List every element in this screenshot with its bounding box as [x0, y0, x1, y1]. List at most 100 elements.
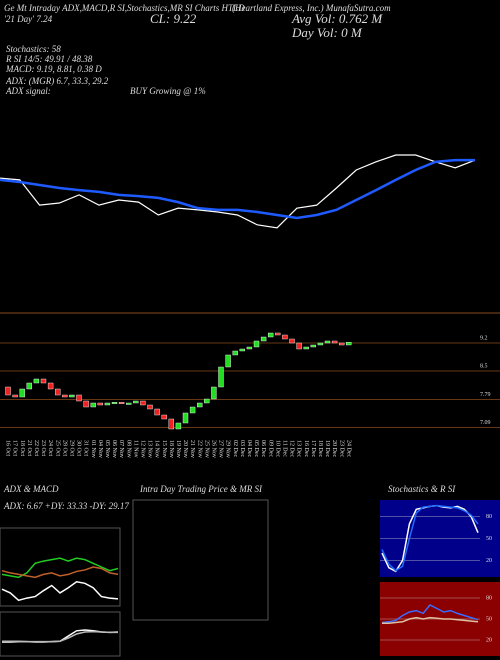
company: (Heartland Express, Inc.) MunafaSutra.co…: [232, 3, 391, 13]
candle: [268, 332, 274, 338]
close: CL: 9.22: [150, 11, 197, 26]
candle: [189, 406, 196, 414]
candle: [196, 402, 203, 408]
candle: [324, 340, 331, 344]
candle: [218, 366, 224, 388]
candle: [331, 340, 338, 344]
stat: BUY Growing @ 1%: [130, 86, 206, 96]
candle: [55, 388, 61, 396]
candle: [204, 398, 210, 404]
candle: [147, 404, 153, 410]
x-tick-label: 28 Oct: [61, 440, 67, 456]
x-tick-label: 04 Nov: [97, 440, 103, 458]
candle: [282, 334, 288, 340]
x-tick-label: 30 Oct: [76, 440, 82, 456]
x-tick-label: 17 Oct: [12, 440, 18, 456]
x-tick-label: 25 Nov: [203, 440, 209, 458]
candle: [111, 402, 118, 404]
x-tick-label: 24 Dec: [345, 440, 351, 457]
x-tick-label: 09 Dec: [267, 440, 273, 457]
candle: [239, 348, 246, 352]
candle: [303, 346, 309, 350]
x-tick-label: 29 Nov: [225, 440, 231, 458]
x-tick-label: 27 Nov: [218, 440, 224, 458]
x-tick-label: 13 Dec: [296, 440, 302, 457]
x-tick-label: 16 Dec: [303, 440, 309, 457]
candle: [275, 332, 281, 336]
x-tick-label: 20 Nov: [182, 440, 188, 458]
avg-vol: Avg Vol: 0.762 M: [291, 11, 383, 26]
y-tick-label: 80: [486, 595, 492, 601]
x-tick-label: 15 Nov: [161, 440, 167, 458]
title: Ge Mt Intraday ADX,MACD,R SI,Stochastics…: [4, 3, 245, 13]
x-tick-label: 21 Nov: [189, 440, 195, 458]
candle: [62, 394, 68, 398]
x-tick-label: 05 Dec: [253, 440, 259, 457]
x-tick-label: 18 Oct: [19, 440, 25, 456]
x-tick-label: 29 Oct: [69, 440, 75, 456]
x-tick-label: 24 Oct: [47, 440, 53, 456]
candle: [40, 378, 47, 384]
candle: [296, 342, 302, 350]
x-tick-label: 23 Dec: [338, 440, 344, 457]
x-tick-label: 08 Nov: [125, 440, 131, 458]
candle: [76, 394, 82, 402]
x-tick-label: 31 Oct: [83, 440, 89, 456]
series-line: [2, 630, 118, 643]
ma-label: '21 Day' 7.24: [4, 14, 53, 24]
stat: Stochastics: 58: [6, 44, 61, 54]
macd-panel: [0, 611, 121, 657]
candle: [289, 338, 295, 344]
x-tick-label: 25 Oct: [54, 440, 60, 456]
x-tick-label: 04 Dec: [246, 440, 252, 457]
x-tick-label: 12 Dec: [289, 440, 295, 457]
candle: [5, 386, 11, 396]
candle: [83, 400, 89, 408]
x-tick-label: 12 Nov: [140, 440, 146, 458]
x-tick-label: 11 Nov: [132, 440, 138, 458]
candle: [33, 378, 40, 384]
y-tick-label: 20: [486, 637, 492, 643]
x-tick-label: 06 Nov: [111, 440, 117, 458]
day-vol: Day Vol: 0 M: [291, 25, 363, 40]
adx-label: ADX: 6.67 +DY: 33.33 -DY: 29.17: [3, 501, 129, 511]
candle: [133, 400, 139, 404]
y-tick-label: 50: [486, 616, 492, 622]
candle: [69, 394, 75, 398]
x-tick-label: 26 Nov: [211, 440, 217, 458]
candle: [182, 412, 189, 424]
y-tick-label: 50: [486, 536, 492, 542]
stat: ADX signal:: [5, 86, 51, 96]
y-tick-label: 20: [486, 558, 492, 564]
series-line: [0, 154, 476, 229]
candle: [47, 382, 54, 390]
series-line: [381, 504, 479, 572]
candle: [140, 400, 146, 406]
panel-title: Stochastics & R SI: [388, 484, 456, 494]
candle: [339, 342, 345, 346]
candle: [161, 414, 167, 420]
candle: [104, 402, 111, 406]
intraday-panel: [132, 499, 269, 621]
panel-title: Intra Day Trading Price & MR SI: [139, 484, 263, 494]
y-tick-label: 80: [486, 514, 492, 520]
candle: [19, 388, 25, 398]
series-line: [381, 604, 479, 624]
x-tick-label: 05 Nov: [104, 440, 110, 458]
x-tick-label: 16 Oct: [5, 440, 11, 456]
candle: [154, 408, 160, 416]
x-tick-label: 01 Nov: [90, 440, 96, 458]
x-tick-label: 13 Nov: [147, 440, 153, 458]
x-tick-label: 18 Dec: [317, 440, 323, 457]
x-tick-label: 19 Dec: [324, 440, 330, 457]
x-tick-label: 17 Dec: [310, 440, 316, 457]
x-tick-label: 22 Oct: [33, 440, 39, 456]
candle: [253, 340, 260, 348]
x-tick-label: 21 Oct: [26, 440, 32, 456]
candle: [97, 402, 104, 406]
stat: MACD: 9.19, 8.81, 0.38 D: [5, 64, 102, 74]
panel-title: ADX & MACD: [3, 484, 59, 494]
candle: [225, 354, 231, 368]
candle: [260, 336, 267, 342]
